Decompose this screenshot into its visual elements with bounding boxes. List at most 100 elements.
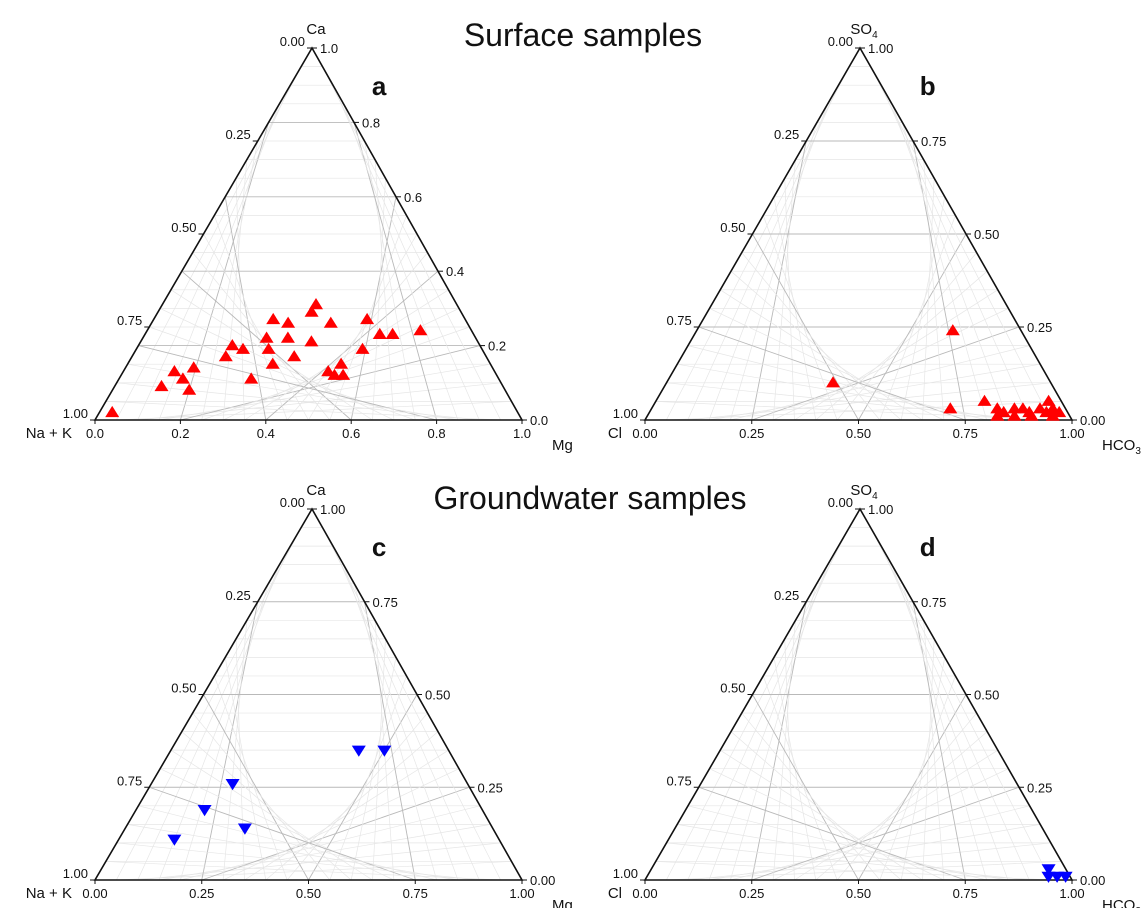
vertex-label-top: Ca: [306, 482, 326, 499]
bottom-tick-label: 0.25: [189, 886, 214, 901]
grid-line: [655, 861, 1051, 881]
data-point: [1052, 405, 1067, 418]
grid-line: [192, 712, 331, 881]
grid-line: [730, 270, 902, 421]
right-tick-label: 0.50: [974, 688, 999, 703]
right-tick-label: 0.0: [530, 413, 548, 428]
grid-line: [880, 85, 1030, 421]
data-point: [105, 405, 120, 418]
right-tick-label: 0.2: [488, 339, 506, 354]
grid-line: [116, 382, 480, 421]
left-tick-label: 0.75: [666, 773, 691, 788]
left-tick-label: 0.00: [280, 34, 305, 49]
grid-line: [170, 289, 373, 421]
data-point: [977, 394, 992, 406]
panel-letter: c: [372, 532, 386, 562]
grid-line: [741, 712, 881, 881]
data-point: [261, 342, 276, 354]
data-point: [225, 779, 240, 791]
grid-line: [192, 252, 331, 421]
data-point: [309, 298, 323, 310]
grid-line: [159, 768, 395, 881]
grid-lines: [105, 527, 512, 881]
right-tick-label: 0.75: [921, 134, 946, 149]
data-point: [304, 305, 319, 317]
vertex-label-right: Mg: [552, 437, 573, 454]
data-point: [182, 383, 197, 395]
grid-line: [203, 233, 309, 421]
grid-line: [329, 675, 407, 881]
right-tick-label: 1.00: [868, 41, 893, 56]
data-point: [197, 805, 212, 817]
grid-line: [127, 824, 459, 881]
grid-line: [741, 252, 881, 421]
ternary-panel-c: 0.00 0.25 0.50 0.75 1.000.000.250.500.751.00…: [26, 482, 573, 908]
bottom-tick-label: 0.0: [86, 426, 104, 441]
bottom-tick-label: 0.75: [953, 886, 978, 901]
bottom-tick-label: 0.50: [846, 886, 871, 901]
grid-line: [149, 786, 416, 881]
grid-line: [322, 527, 501, 881]
panel-letter: a: [372, 71, 387, 101]
data-point: [990, 409, 1005, 421]
data-point: [372, 327, 387, 339]
data-point: [280, 331, 295, 343]
grid-line: [752, 233, 859, 421]
data-point: [186, 361, 201, 373]
data-points: [105, 298, 428, 418]
data-point: [1058, 871, 1073, 883]
bottom-tick-label: 0.50: [296, 886, 321, 901]
grid-lines: [105, 66, 512, 421]
ternary-panels: 0.0 0.2 0.4 0.6 0.8 1.00.000.250.500.751.00 0.…: [26, 21, 1142, 908]
grid-line: [364, 140, 416, 421]
ternary-panel-a: 0.0 0.2 0.4 0.6 0.8 1.0 0.00 0.25 0.50 0.75 1.00 0.…: [26, 21, 573, 454]
grid-line: [159, 308, 395, 421]
left-tick-label: 0.00: [828, 34, 853, 49]
vertex-label-top: SO4: [850, 21, 878, 41]
right-tick-label: 0.00: [1080, 873, 1105, 888]
grid-line: [138, 345, 437, 421]
data-point: [304, 335, 319, 347]
bottom-tick-label: 0.50: [846, 426, 871, 441]
grid-line: [891, 564, 1009, 881]
left-tick-label: 0.75: [666, 313, 691, 328]
data-point: [287, 350, 302, 362]
data-point: [323, 316, 338, 328]
data-point: [244, 372, 259, 384]
right-tick-label: 1.0: [320, 41, 338, 56]
grid-line: [350, 196, 397, 421]
grid-line: [870, 66, 1051, 421]
right-tick-label: 0.50: [425, 688, 450, 703]
panel-letter: d: [920, 532, 936, 562]
left-tick-label: 0.25: [225, 127, 250, 142]
data-points: [167, 745, 392, 846]
bottom-tick-label: 0.8: [428, 426, 446, 441]
left-tick-label: 1.00: [63, 866, 88, 881]
data-point: [281, 316, 296, 328]
right-tick-label: 1.00: [868, 502, 893, 517]
data-point: [327, 368, 342, 380]
grid-line: [912, 601, 966, 881]
left-tick-label: 0.50: [720, 220, 745, 235]
grid-line: [666, 842, 1030, 881]
right-tick-label: 0.25: [1027, 780, 1052, 795]
data-point: [996, 405, 1011, 418]
grid-line: [372, 178, 386, 421]
grid-line: [687, 805, 987, 881]
bottom-tick-label: 0.6: [342, 426, 360, 441]
right-tick-label: 0.75: [921, 595, 946, 610]
grid-line: [922, 638, 935, 881]
grid-line: [374, 159, 395, 421]
grid-line: [752, 694, 859, 881]
data-point: [1024, 409, 1039, 421]
right-tick-label: 0.25: [1027, 320, 1052, 335]
grid-line: [870, 527, 1051, 881]
data-points: [826, 324, 1067, 421]
vertex-label-top: Ca: [306, 21, 326, 38]
right-tick-label: 0.25: [478, 780, 503, 795]
data-point: [259, 331, 274, 343]
grid-line: [879, 675, 956, 881]
right-tick-label: 0.50: [974, 227, 999, 242]
grid-line: [730, 731, 902, 881]
